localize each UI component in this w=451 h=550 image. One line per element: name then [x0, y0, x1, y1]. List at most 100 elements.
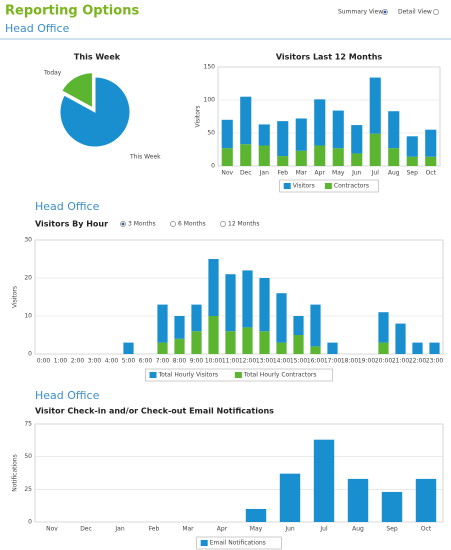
view-option[interactable]: Summary View	[338, 9, 383, 16]
x-tick-label: 23:00	[426, 358, 443, 365]
x-tick-label: Feb	[149, 526, 160, 533]
bar	[157, 342, 168, 354]
bar	[293, 316, 304, 335]
x-tick-label: May	[250, 526, 263, 533]
legend-swatch	[149, 372, 157, 378]
filter-option[interactable]: 3 Months	[128, 221, 156, 228]
x-tick-label: 13:00	[256, 358, 273, 365]
y-tick-label: 0	[211, 163, 215, 170]
bar	[295, 118, 307, 151]
y-axis-label: Visitors	[195, 105, 202, 127]
x-tick-label: 19:00	[358, 358, 375, 365]
x-tick-label: Jul	[319, 526, 328, 533]
x-tick-label: Aug	[388, 170, 400, 177]
pie-slice	[61, 72, 93, 109]
bar	[429, 342, 440, 354]
x-tick-label: Apr	[217, 526, 228, 533]
x-tick-label: Mar	[296, 170, 308, 177]
y-tick-label: 0	[28, 351, 32, 358]
plot-area	[34, 239, 444, 355]
bar	[314, 145, 326, 166]
x-tick-label: 21:00	[392, 358, 409, 365]
x-tick-label: Jun	[284, 526, 295, 533]
y-tick-label: 10	[24, 313, 32, 320]
bar	[406, 156, 418, 166]
bar	[123, 342, 134, 354]
x-tick-label: Dec	[240, 170, 252, 177]
bar	[174, 316, 185, 339]
x-tick-label: Nov	[221, 170, 233, 177]
legend-label: Contractors	[334, 183, 369, 190]
x-tick-label: 10:00	[205, 358, 222, 365]
radio-dot[interactable]	[383, 10, 387, 14]
view-option[interactable]: Detail View	[398, 9, 432, 16]
bar	[221, 119, 233, 149]
bar	[276, 342, 287, 354]
pie-slice	[59, 76, 131, 148]
radio-button[interactable]	[170, 221, 176, 227]
x-tick-label: Nov	[46, 526, 58, 533]
y-tick-label: 30	[24, 237, 32, 244]
legend-label: Total Hourly Contractors	[243, 372, 317, 379]
x-tick-label: Sep	[386, 526, 398, 533]
bar	[388, 148, 400, 166]
bar	[327, 342, 338, 354]
y-axis-label: Visitors	[12, 286, 19, 308]
legend-label: Visitors	[293, 183, 315, 190]
chart-title: Visitors Last 12 Months	[276, 53, 383, 62]
x-tick-label: Jul	[371, 170, 380, 177]
x-tick-label: Aug	[352, 526, 364, 533]
y-tick-label: 50	[207, 130, 215, 137]
y-tick-label: 100	[204, 97, 216, 104]
slice-label: This Week	[129, 154, 161, 161]
x-tick-label: 7:00	[156, 358, 170, 365]
bar	[258, 145, 270, 166]
bar	[191, 331, 202, 354]
bar	[293, 335, 304, 354]
y-tick-label: 50	[24, 453, 32, 460]
bar	[242, 270, 253, 328]
bar	[369, 133, 381, 166]
filter-option[interactable]: 6 Months	[178, 221, 206, 228]
x-tick-label: 17:00	[324, 358, 341, 365]
legend-swatch	[200, 540, 208, 546]
x-tick-label: 9:00	[190, 358, 204, 365]
x-tick-label: 5:00	[122, 358, 136, 365]
section-heading: Head Office	[35, 389, 100, 402]
bar	[208, 316, 219, 354]
page-subtitle: Head Office	[5, 22, 70, 35]
radio-dot[interactable]	[121, 222, 125, 226]
x-tick-label: Oct	[421, 526, 432, 533]
y-tick-label: 150	[204, 64, 216, 71]
radio-button[interactable]	[220, 221, 226, 227]
bar	[259, 278, 270, 332]
legend-swatch	[234, 372, 242, 378]
bar	[332, 110, 344, 149]
bar	[351, 125, 363, 154]
x-tick-label: Jan	[114, 526, 124, 533]
y-tick-label: 20	[24, 275, 32, 282]
x-tick-label: Dec	[80, 526, 92, 533]
bar	[395, 323, 406, 354]
plot-area	[34, 423, 444, 523]
radio-button[interactable]	[433, 9, 439, 15]
bar	[277, 156, 289, 166]
x-tick-label: 16:00	[307, 358, 324, 365]
bar	[221, 148, 233, 166]
bar	[378, 342, 389, 354]
bar	[378, 312, 389, 343]
legend-swatch	[324, 183, 332, 189]
bar	[351, 153, 363, 166]
chart-title: Visitors By Hour	[35, 220, 108, 229]
bar	[277, 121, 289, 157]
legend-label: Email Notifications	[210, 540, 266, 547]
y-tick-label: 0	[28, 519, 32, 526]
filter-option[interactable]: 12 Months	[228, 221, 259, 228]
bar	[276, 293, 287, 343]
y-tick-label: 25	[24, 486, 32, 493]
bar	[381, 491, 403, 522]
x-tick-label: 3:00	[88, 358, 102, 365]
bar	[406, 136, 418, 157]
bar	[258, 124, 270, 146]
chart-title: This Week	[74, 53, 121, 62]
